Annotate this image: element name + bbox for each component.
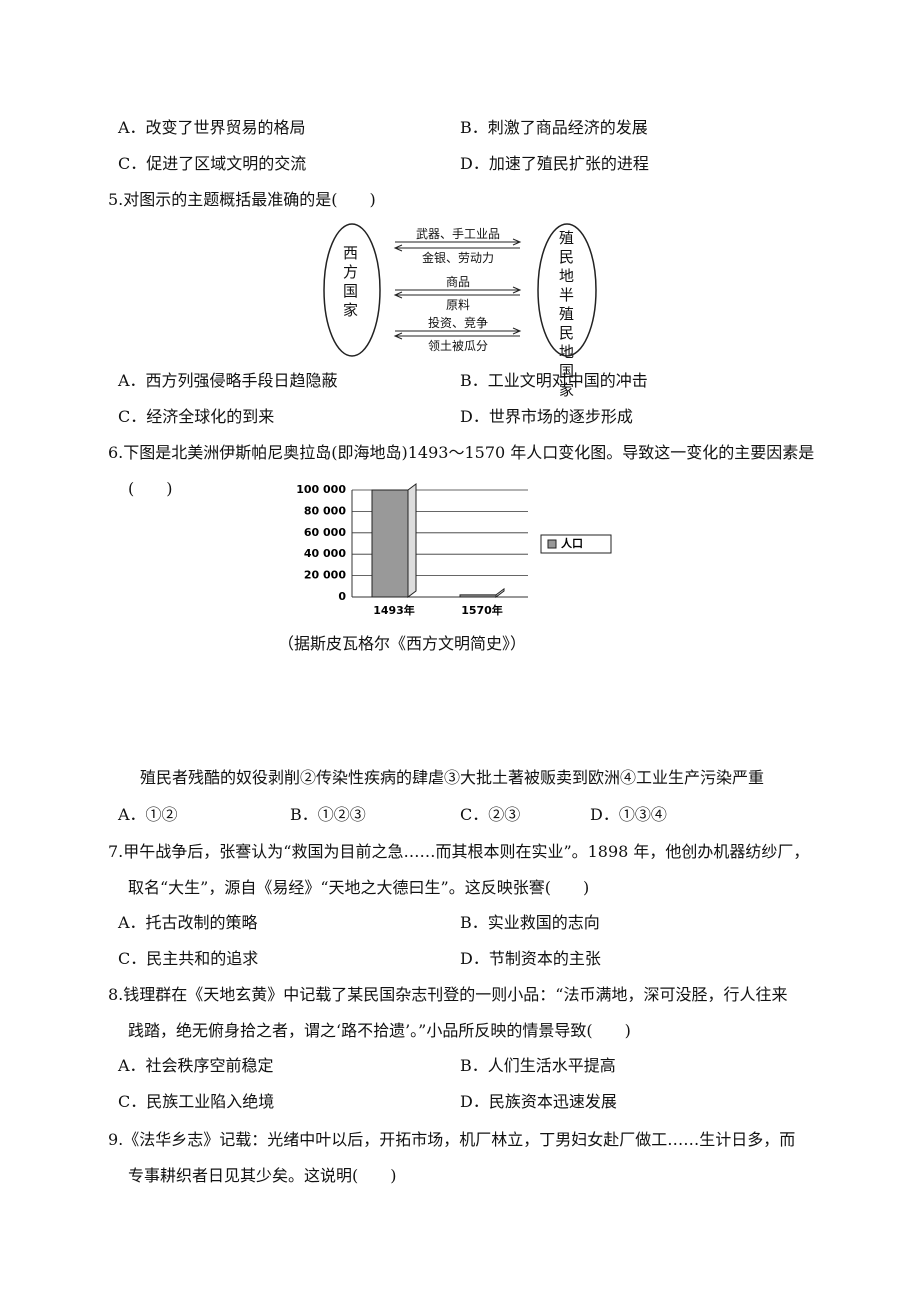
arrow-head xyxy=(393,244,403,252)
diagram-right: 殖民地半殖民地国家 xyxy=(557,230,575,401)
option: B．工业文明对中国的冲击 xyxy=(460,371,648,390)
bar xyxy=(459,594,497,598)
arrow-label: 原料 xyxy=(445,298,470,312)
diagram-left: 西方国家 xyxy=(341,245,359,321)
option: B．刺激了商品经济的发展 xyxy=(460,118,648,137)
question: 9.《法华乡志》记载：光绪中叶以后，开拓市场，机厂林立，丁男妇女赴厂做工……生计… xyxy=(108,1130,796,1149)
arrow-head xyxy=(512,286,522,294)
option: C．促进了区域文明的交流 xyxy=(118,154,307,173)
option: D．加速了殖民扩张的进程 xyxy=(460,154,649,173)
arrow-head xyxy=(512,327,522,335)
option: D．世界市场的逐步形成 xyxy=(460,407,633,426)
bar xyxy=(371,489,409,598)
y-tick-label: 0 xyxy=(338,590,346,603)
arrow-label: 领土被瓜分 xyxy=(427,339,488,353)
question: 7.甲午战争后，张謇认为“救国为目前之急……而其根本则在实业”。1898 年，他… xyxy=(108,842,810,861)
legend-label: 人口 xyxy=(561,536,583,550)
arrow-label: 投资、竞争 xyxy=(427,316,488,330)
y-tick-label: 20 000 xyxy=(304,569,346,582)
question: 践踏，绝无俯身拾之者，谓之‘路不拾遗’。”小品所反映的情景导致( ) xyxy=(128,1021,631,1040)
source: （据斯皮瓦格尔《西方文明简史》） xyxy=(278,634,527,653)
y-tick-label: 60 000 xyxy=(304,526,346,539)
option: D．①③④ xyxy=(590,805,667,824)
option: A．①② xyxy=(118,805,178,824)
right-ellipse xyxy=(537,223,597,357)
option: B．人们生活水平提高 xyxy=(460,1056,616,1075)
option: C．民族工业陷入绝境 xyxy=(118,1092,275,1111)
option: C．经济全球化的到来 xyxy=(118,407,275,426)
arrow-head xyxy=(393,291,403,299)
arrow-label: 商品 xyxy=(445,275,470,289)
bar-side xyxy=(495,587,505,598)
option: B．①②③ xyxy=(290,805,366,824)
option: A．改变了世界贸易的格局 xyxy=(118,118,306,137)
question: 8.钱理群在《天地玄黄》中记载了某民国杂志刊登的一则小品：“法币满地，深可没胫，… xyxy=(108,985,788,1004)
option: C．②③ xyxy=(460,805,521,824)
arrow-label: 金银、劳动力 xyxy=(421,251,494,265)
left-ellipse xyxy=(323,223,381,357)
y-tick-label: 40 000 xyxy=(304,547,346,560)
question: 6.下图是北美洲伊斯帕尼奥拉岛(即海地岛)1493～1570 年人口变化图。导致… xyxy=(108,443,815,462)
x-tick-label: 1570年 xyxy=(461,603,503,617)
question: 专事耕织者日见其少矣。这说明( ) xyxy=(128,1166,397,1185)
y-tick-label: 100 000 xyxy=(296,483,346,496)
bar-side xyxy=(407,483,417,598)
y-tick-label: 80 000 xyxy=(304,504,346,517)
legend-swatch xyxy=(547,539,557,549)
option: A．托古改制的策略 xyxy=(118,913,258,932)
option: A．社会秩序空前稳定 xyxy=(118,1056,274,1075)
x-tick-label: 1493年 xyxy=(373,603,415,617)
statement: 殖民者残酷的奴役剥削②传染性疾病的肆虐③大批土著被贩卖到欧洲④工业生产污染严重 xyxy=(140,768,765,787)
option: C．民主共和的追求 xyxy=(118,949,259,968)
arrow-head xyxy=(512,238,522,246)
question: 取名“大生”，源自《易经》“天地之大德曰生”。这反映张謇( ) xyxy=(128,878,590,897)
question: ( ) xyxy=(128,479,173,498)
option: B．实业救国的志向 xyxy=(460,913,600,932)
arrow-label: 武器、手工业品 xyxy=(415,227,500,241)
legend-box xyxy=(540,534,612,554)
option: D．节制资本的主张 xyxy=(460,949,601,968)
arrow-head xyxy=(393,332,403,340)
option: D．民族资本迅速发展 xyxy=(460,1092,617,1111)
option: A．西方列强侵略手段日趋隐蔽 xyxy=(118,371,338,390)
question: 5.对图示的主题概括最准确的是( ) xyxy=(108,190,376,209)
